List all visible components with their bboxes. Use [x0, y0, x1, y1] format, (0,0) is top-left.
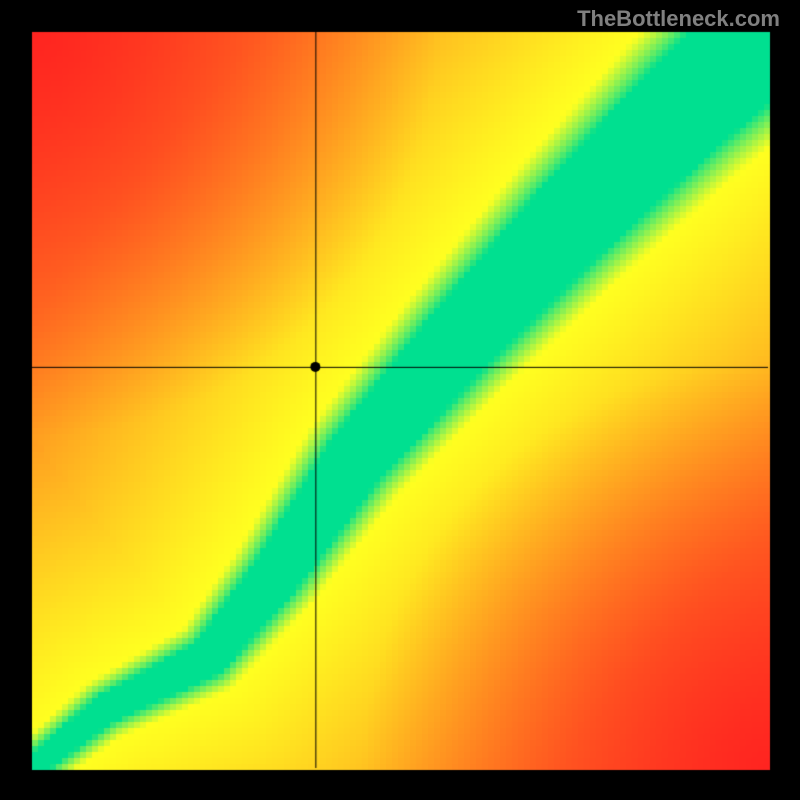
chart-container: TheBottleneck.com: [0, 0, 800, 800]
watermark-text: TheBottleneck.com: [577, 6, 780, 32]
heatmap-canvas: [0, 0, 800, 800]
